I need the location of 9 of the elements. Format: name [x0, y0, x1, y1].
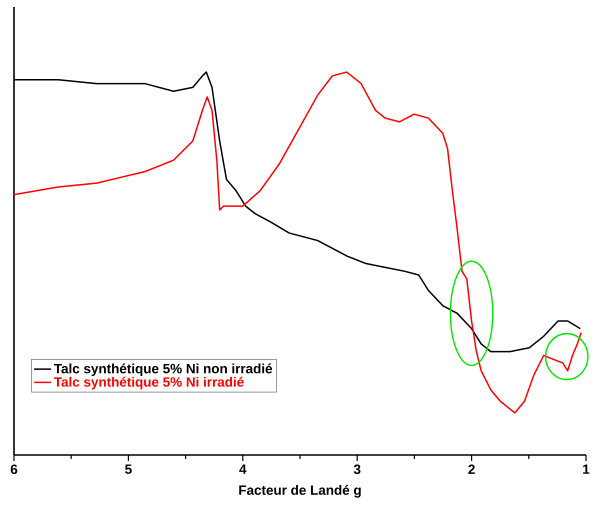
x-tick-label: 5 [125, 464, 132, 474]
legend-label: Talc synthétique 5% Ni non irradié [54, 363, 272, 376]
x-axis-title: Facteur de Landé g [239, 484, 361, 498]
x-tick-label: 2 [468, 464, 475, 474]
x-tick-label: 4 [239, 464, 246, 474]
x-tick-label: 3 [354, 464, 360, 474]
x-tick-label: 1 [583, 464, 590, 474]
x-tick-label: 6 [10, 464, 18, 474]
legend-label: Talc synthétique 5% Ni irradié [54, 376, 244, 390]
